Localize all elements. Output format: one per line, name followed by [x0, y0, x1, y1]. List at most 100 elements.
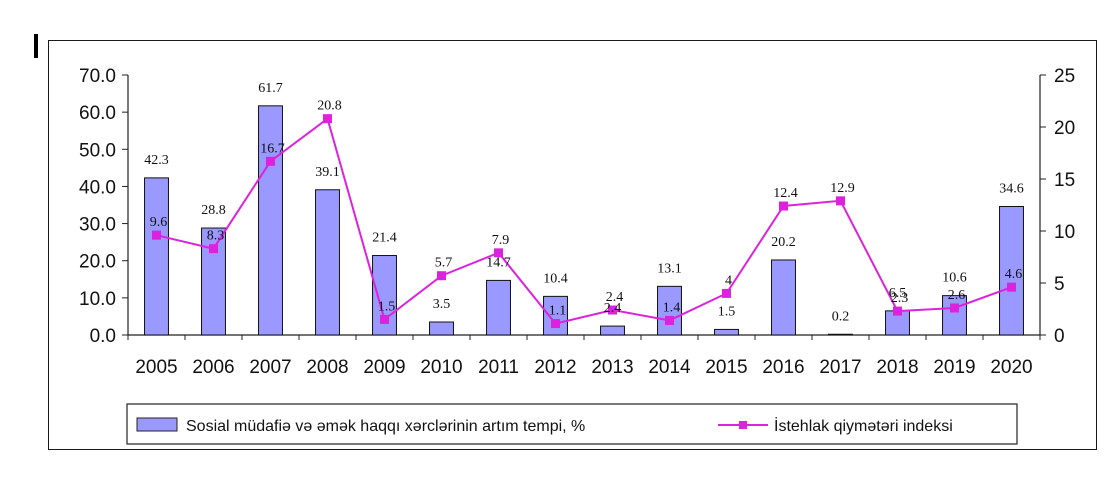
- line-value-label: 1.1: [549, 304, 567, 319]
- bar: [828, 333, 853, 336]
- left-tick-label: 30.0: [79, 215, 116, 236]
- bar-value-label: 10.4: [543, 271, 568, 286]
- line-point: [152, 230, 161, 240]
- line-point: [1007, 282, 1016, 292]
- line-value-label: 7.9: [492, 233, 510, 248]
- x-tick-label: 2019: [933, 357, 975, 378]
- bar-value-label: 34.6: [999, 181, 1024, 196]
- right-tick-label: 20: [1054, 118, 1075, 139]
- line-value-label: 20.8: [317, 99, 342, 114]
- line-point: [266, 156, 275, 166]
- line-value-label: 9.6: [150, 215, 168, 230]
- bar: [315, 189, 340, 336]
- axes: 0.010.020.030.040.050.060.070.0051015202…: [79, 66, 1075, 378]
- bar: [714, 328, 739, 336]
- line-value-label: 8.3: [207, 229, 225, 244]
- line-point: [551, 319, 560, 329]
- left-tick-label: 60.0: [79, 103, 116, 124]
- line-value-label: 12.4: [773, 186, 798, 201]
- line-path: [156, 117, 1012, 325]
- bar: [144, 177, 169, 336]
- x-tick-label: 2020: [990, 357, 1032, 378]
- line-point: [323, 114, 332, 124]
- line-value-label: 1.5: [378, 299, 396, 314]
- line-point: [380, 314, 389, 324]
- line-point: [779, 201, 788, 211]
- bar: [999, 205, 1024, 336]
- x-tick-label: 2008: [306, 357, 348, 378]
- legend-line-label: İstehlak qiymətəri indeksi: [774, 416, 953, 435]
- line-point: [836, 196, 845, 206]
- legend-bar-swatch: [136, 417, 178, 432]
- x-tick-label: 2009: [363, 357, 405, 378]
- left-tick-label: 10.0: [79, 289, 116, 310]
- bar: [543, 295, 568, 336]
- line-point: [893, 306, 902, 316]
- bar-value-label: 39.1: [315, 165, 340, 180]
- x-tick-label: 2007: [249, 357, 291, 378]
- x-tick-label: 2015: [705, 357, 747, 378]
- chart-frame: [48, 40, 1097, 450]
- x-tick-label: 2011: [478, 357, 519, 378]
- bar-value-label: 61.7: [258, 81, 283, 96]
- line-value-label: 16.7: [260, 141, 285, 156]
- x-tick-label: 2017: [819, 357, 861, 378]
- x-tick-label: 2006: [192, 357, 234, 378]
- legend: Sosial müdafiə və əmək haqqı xərclərinin…: [126, 403, 1018, 445]
- legend-bar-label: Sosial müdafiə və əmək haqqı xərclərinin…: [186, 418, 585, 435]
- bar-value-label: 13.1: [657, 261, 682, 276]
- line-point: [608, 305, 617, 315]
- right-tick-label: 0: [1054, 326, 1065, 347]
- bar: [771, 259, 796, 336]
- bar-value-label: 28.8: [201, 203, 226, 218]
- bar-value-label: 14.7: [486, 255, 511, 270]
- bar: [258, 105, 283, 336]
- bar-value-label: 0.2: [832, 309, 850, 324]
- x-tick-label: 2012: [534, 357, 576, 378]
- line-value-label: 5.7: [435, 256, 453, 271]
- line-value-label: 2.6: [948, 288, 966, 303]
- left-tick-label: 70.0: [79, 66, 116, 87]
- left-tick-label: 50.0: [79, 140, 116, 161]
- line-value-label: 2.4: [606, 290, 624, 305]
- right-tick-label: 10: [1054, 222, 1075, 243]
- legend-box: [126, 403, 1018, 445]
- bar: [486, 279, 511, 336]
- x-tick-label: 2016: [762, 357, 804, 378]
- corner-mark: [34, 34, 38, 58]
- line-value-label: 1.4: [663, 300, 681, 315]
- bar-value-label: 10.6: [942, 271, 967, 286]
- line-point: [950, 303, 959, 313]
- line-value-label: 2.3: [891, 291, 909, 306]
- line-value-label: 4.6: [1005, 267, 1023, 282]
- left-tick-label: 40.0: [79, 177, 116, 198]
- line-value-label: 4: [725, 273, 732, 288]
- bar: [600, 325, 625, 336]
- legend-line-marker: [739, 421, 747, 429]
- line-point: [722, 288, 731, 298]
- right-tick-label: 15: [1054, 170, 1075, 191]
- bar: [429, 321, 454, 336]
- bar-value-label: 1.5: [718, 304, 736, 319]
- left-tick-label: 20.0: [79, 252, 116, 273]
- right-tick-label: 25: [1054, 66, 1075, 87]
- x-tick-label: 2005: [135, 357, 177, 378]
- x-tick-label: 2013: [591, 357, 633, 378]
- bar-value-label: 20.2: [771, 235, 796, 250]
- line-point: [665, 315, 674, 325]
- left-tick-label: 0.0: [90, 326, 116, 347]
- bar-value-label: 2.4: [604, 301, 622, 316]
- line-series: [152, 114, 1016, 329]
- bar: [201, 227, 226, 336]
- bar-value-label: 3.5: [433, 297, 451, 312]
- x-tick-label: 2010: [420, 357, 462, 378]
- right-tick-label: 5: [1054, 274, 1065, 295]
- line-point: [437, 271, 446, 281]
- bar-value-label: 21.4: [372, 231, 397, 246]
- x-tick-label: 2018: [876, 357, 918, 378]
- bar-value-label: 6.5: [889, 286, 907, 301]
- bar-value-label: 42.3: [144, 153, 169, 168]
- x-tick-label: 2014: [648, 357, 691, 378]
- line-value-label: 12.9: [830, 181, 855, 196]
